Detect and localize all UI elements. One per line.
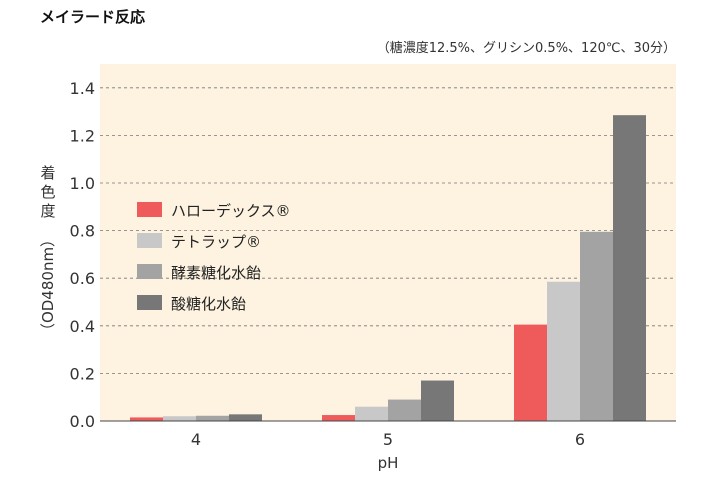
y-tick-label: 1.2 xyxy=(70,126,95,145)
x-tick-label: 5 xyxy=(383,430,393,449)
bar xyxy=(388,399,421,421)
legend-label: テトラップ® xyxy=(171,233,261,251)
bar xyxy=(229,414,262,421)
y-label-char: 着 xyxy=(40,164,55,182)
legend-label: ハローデックス® xyxy=(171,202,291,220)
y-tick-label: 0.4 xyxy=(70,317,95,336)
bar xyxy=(130,417,163,421)
bars xyxy=(130,115,646,422)
bar xyxy=(355,406,388,421)
x-tick-label: 4 xyxy=(191,430,201,449)
y-tick-label: 0.6 xyxy=(70,269,95,288)
x-ticks: 4 5 6 xyxy=(191,430,585,449)
y-tick-label: 0.2 xyxy=(70,364,95,383)
legend-label: 酸糖化水飴 xyxy=(171,295,246,313)
x-axis-label: pH xyxy=(378,454,399,472)
y-label-unit: （OD480nm） xyxy=(39,232,57,338)
bar xyxy=(547,281,580,421)
y-tick-label: 0.8 xyxy=(70,222,95,241)
legend-swatch xyxy=(137,295,162,310)
y-tick-label: 1.0 xyxy=(70,174,95,193)
bar xyxy=(514,324,547,421)
chart-title: メイラード反応 xyxy=(40,8,145,26)
x-tick-label: 6 xyxy=(575,430,585,449)
chart-subtitle: （糖濃度12.5%、グリシン0.5%、120℃、30分） xyxy=(377,40,676,56)
y-ticks: 0.0 0.2 0.4 0.6 0.8 1.0 1.2 1.4 xyxy=(70,79,95,431)
legend-swatch xyxy=(137,264,162,279)
legend-swatch xyxy=(137,202,162,217)
bar xyxy=(421,380,454,421)
bar xyxy=(163,416,196,421)
bar xyxy=(322,415,355,421)
bar xyxy=(196,415,229,421)
grid-lines xyxy=(100,87,676,374)
y-tick-label: 1.4 xyxy=(70,79,95,98)
y-label-char: 色 xyxy=(40,183,55,201)
y-axis-label: 着色度 （OD480nm） xyxy=(39,164,57,338)
y-tick-label: 0.0 xyxy=(70,412,95,431)
bar xyxy=(580,231,613,421)
legend-swatch xyxy=(137,233,162,248)
legend-label: 酵素糖化水飴 xyxy=(171,264,261,282)
y-label-char: 度 xyxy=(40,202,55,220)
bar xyxy=(613,115,646,422)
